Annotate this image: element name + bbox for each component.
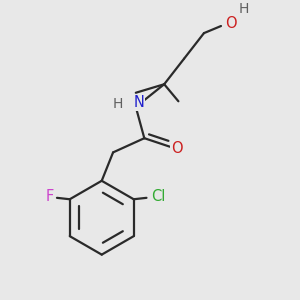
Text: H: H — [238, 2, 249, 16]
Text: O: O — [225, 16, 237, 31]
Text: H: H — [112, 97, 122, 111]
Text: F: F — [46, 189, 54, 204]
Text: Cl: Cl — [151, 189, 165, 204]
Text: N: N — [133, 95, 144, 110]
Text: O: O — [171, 141, 183, 156]
